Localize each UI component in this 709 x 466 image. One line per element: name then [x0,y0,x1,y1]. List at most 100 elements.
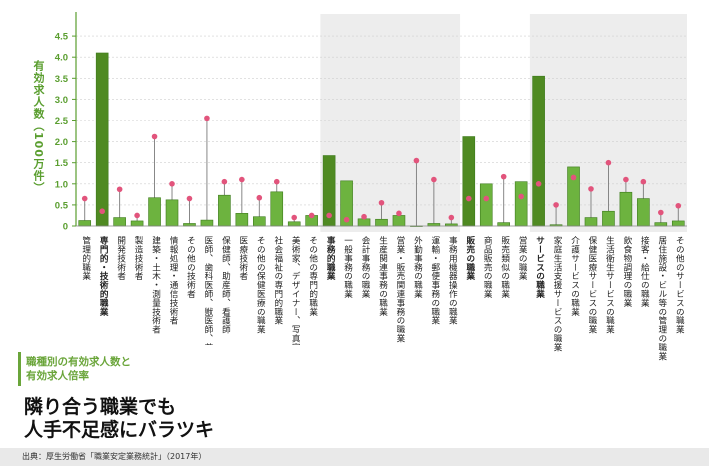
ratio-dot [535,181,542,187]
ratio-dot [221,178,228,185]
y-tick-label: 4.5 [55,32,69,43]
category-label: 保健医療サービスの職業 [586,236,597,334]
ratio-dot [553,202,559,208]
bar [287,221,301,227]
category-label: 美術家、デザイナー、写真家、映像撮影者 [290,236,301,406]
category-label: 開発技術者 [115,236,126,281]
category-label: 営業・販売関連事務の職業 [394,236,405,343]
bar [253,216,266,227]
category-label: 事務的職業 [325,236,336,281]
ratio-dot [273,178,280,185]
category-label: 事務用機器操作の職業 [447,236,458,325]
gridlines [72,35,687,206]
category-label: 一般事務の職業 [342,236,353,299]
ratio-dot [169,181,175,187]
ratio-dot [431,176,437,183]
y-tick-label: 3.5 [55,74,69,85]
bar [584,217,598,227]
bar [270,191,284,227]
ratio-dot [483,195,490,202]
category-label: 生産関連事務の職業 [377,236,388,317]
category-label: 販売の職業 [464,236,475,281]
bar [392,215,406,227]
category-label: その他の技術者 [185,236,196,299]
category-label: 生活衛生サービスの職業 [604,236,615,334]
y-tick-label: 2.0 [55,137,68,148]
category-label: 接客・給仕の職業 [639,236,650,308]
category-label: その他の保健医療の職業 [255,236,266,334]
y-tick-label: 4.0 [55,53,68,64]
bar [357,218,371,227]
bar [497,222,511,227]
ratio-dot [291,214,298,221]
ratio-dot [413,157,420,164]
source-note: 出典：厚生労働省「職業安定業務統計」（2017年） [0,448,709,466]
bar [602,210,615,227]
y-tick-label: 3.0 [55,95,68,106]
y-tick-label: 1.5 [55,158,69,169]
ratio-dot [186,195,193,202]
category-label: 外勤事務の職業 [412,236,423,299]
y-tick-label: 1.0 [55,179,68,190]
bar [671,220,685,227]
bar [637,198,650,227]
bar [148,197,161,227]
ratio-dot [256,194,263,201]
ratio-dot [675,202,682,209]
category-label: 管理的職業 [80,236,91,281]
category-label: 情報処理・通信技術者 [168,236,178,325]
ratio-dot [343,216,350,223]
y-tick-label: 0.5 [55,200,69,211]
ratio-dot [605,159,612,166]
bar [130,220,144,227]
category-label: 営業の職業 [517,236,528,281]
bar [479,183,493,227]
ratio-dot [396,210,402,217]
ratio-dot [658,209,664,216]
ratio-dot [99,208,105,215]
y-axis-label: 有効求人数（100万件） [16,60,46,194]
ratio-dot [204,115,210,122]
category-label: 運輸・郵便事務の職業 [429,236,440,325]
bar [78,220,92,227]
category-label: 会計事務の職業 [360,236,371,299]
title-box [18,345,316,448]
ratio-dot [116,186,123,193]
bar [235,213,249,227]
ratio-dot [500,173,507,180]
chart-title: 隣り合う職業でも 人手不足感にバラツキ [24,396,215,441]
ratio-dot [81,195,88,202]
ratio-dot [448,214,455,221]
category-label: 販売類似の職業 [499,236,510,299]
category-label: その他のサービスの職業 [674,236,685,334]
bar [532,75,545,227]
ratio-dot [465,195,472,202]
subtitle-accent-bar [18,352,21,386]
category-label: 介護サービスの職業 [569,236,580,317]
bar [375,218,388,227]
ratio-dot [361,213,367,220]
category-label: 専門的・技術的職業 [98,236,109,317]
ratio-dot [134,212,140,219]
y-axis-unit: （100万件） [32,120,45,194]
ratio-dot [623,176,629,183]
ratio-dot [378,199,385,206]
bar [200,219,214,227]
ratio-dot [239,176,245,183]
y-axis-ticks: 4.5 4.0 3.5 3.0 2.5 2.0 1.5 1.0 0.5 0 [55,12,77,233]
ratio-dot [518,193,524,200]
category-label: 社会福祉の専門的職業 [272,236,283,325]
ratio-dot [308,212,315,219]
category-label: 建築・土木・測量技術者 [150,236,161,334]
bar [165,199,179,227]
category-label: その他の専門的職業 [307,236,318,317]
bar [514,181,528,227]
ratio-dots [81,115,682,223]
y-tick-label: 0 [63,222,68,233]
ratio-dot [640,178,647,185]
ratio-dot [151,133,158,140]
category-label: 医師、歯科医師、獣医師、薬剤師 [202,236,213,370]
bar [113,217,126,227]
category-label: 家庭生活支援サービスの職業 [552,236,563,352]
